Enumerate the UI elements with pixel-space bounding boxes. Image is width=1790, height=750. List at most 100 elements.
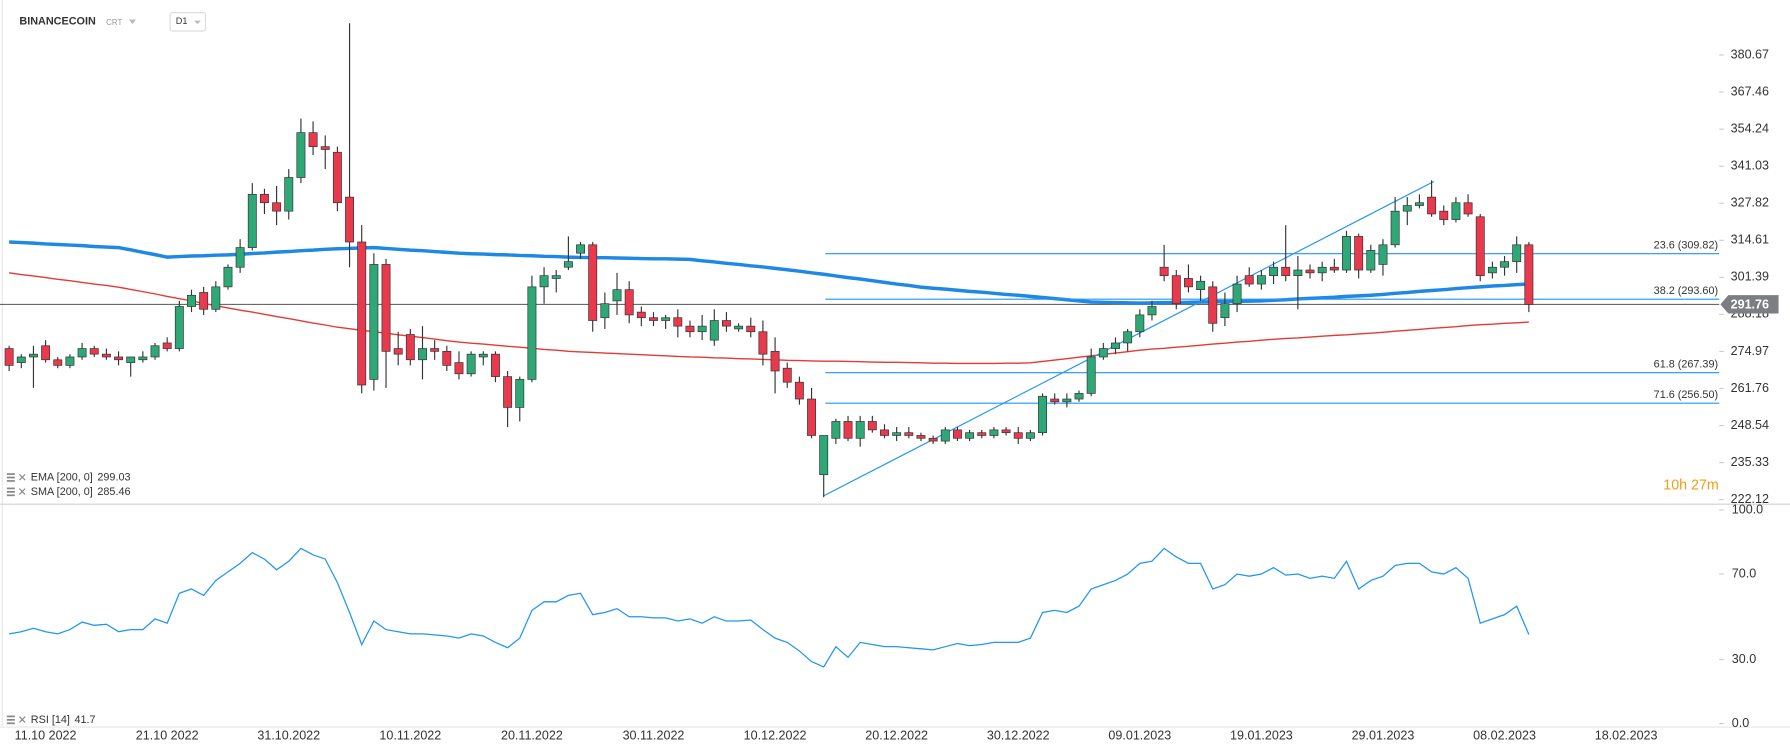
candle-body [1111, 342, 1120, 349]
sma-legend-name: SMA [200, 0] [31, 486, 93, 498]
countdown: 10h 27m [1663, 478, 1718, 494]
candle-body [1232, 283, 1242, 305]
x-tick-label: 20.12.2022 [865, 729, 928, 743]
x-tick-label: 19.01.2023 [1230, 729, 1293, 743]
candle-body [1329, 266, 1339, 271]
candle-body [1366, 250, 1376, 271]
candle-body [989, 429, 999, 436]
legend-icon [6, 473, 15, 475]
candle-body [1305, 269, 1315, 274]
candle-body [1500, 261, 1509, 268]
candle-body [381, 264, 391, 352]
candle-body [649, 317, 658, 321]
y-tick-label: 354.24 [1731, 121, 1769, 135]
candle-body [916, 435, 926, 439]
legend-icon [6, 491, 15, 493]
chart-type[interactable]: CRT [106, 18, 122, 27]
candle-body [1402, 205, 1412, 212]
fib-label: 61.8 (267.39) [1654, 359, 1718, 371]
sma-legend-value: 285.46 [97, 486, 130, 498]
x-tick-label: 10.12.2022 [744, 729, 807, 743]
candle-body [28, 353, 38, 358]
candle-body [904, 432, 914, 436]
candle-body [1183, 278, 1193, 288]
candle-body [4, 348, 14, 366]
legend-icon [6, 718, 15, 721]
legend-icon [6, 480, 15, 482]
candle-body [1123, 331, 1133, 344]
y-tick-label: 274.97 [1731, 344, 1769, 358]
candle-body [393, 348, 403, 355]
candle-body [418, 348, 427, 361]
candle-body [563, 261, 573, 268]
x-tick-label: 20.11.2022 [501, 729, 563, 743]
candle-body [126, 356, 136, 363]
candle-body [1281, 266, 1291, 276]
candle-body [1342, 236, 1351, 271]
candle-body [466, 353, 476, 375]
candle-body [405, 334, 415, 361]
candle-body [685, 325, 695, 333]
candle-body [965, 432, 975, 439]
candle-body [1512, 244, 1522, 262]
candle-body [600, 303, 610, 319]
candle-body [880, 429, 889, 436]
candle-body [1463, 202, 1473, 215]
legend-remove-icon[interactable] [19, 488, 26, 495]
candle-body [1074, 393, 1084, 400]
x-tick-label: 10.11.2022 [379, 729, 441, 743]
y-tick-label: 222.12 [1731, 492, 1769, 506]
candle-body [1293, 269, 1303, 276]
y-tick-label: 380.67 [1731, 47, 1769, 61]
legend-remove-icon[interactable] [19, 716, 26, 723]
last-price-label: 291.76 [1731, 297, 1769, 311]
x-tick-label: 11.10 2022 [15, 729, 77, 743]
candles-layer [4, 23, 1534, 498]
candle-body [16, 356, 26, 363]
x-tick-label: 30.12.2022 [987, 729, 1050, 743]
y-tick-label: 0.0 [1732, 716, 1749, 730]
legend-icon [6, 487, 15, 490]
dropdown-arrow[interactable] [194, 20, 201, 25]
candle-body [661, 317, 671, 321]
indicator-line [9, 240, 1529, 305]
candle-body [442, 351, 452, 366]
candle-body [308, 132, 318, 148]
candle-body [1475, 216, 1485, 276]
candle-body [89, 348, 99, 355]
candle-body [770, 351, 780, 372]
candle-body [940, 429, 950, 442]
interval-box[interactable] [169, 12, 207, 32]
interval[interactable]: D1 [176, 16, 188, 26]
legend-remove-icon[interactable] [19, 473, 26, 481]
candle-body [65, 356, 75, 366]
candle-body [831, 421, 841, 439]
legend-icon [6, 494, 15, 497]
candle-body [296, 132, 306, 178]
candle-body [1427, 196, 1437, 215]
candle-body [369, 264, 379, 380]
candle-body [503, 376, 513, 408]
candle-body [1390, 210, 1400, 246]
fib-label: 38.2 (293.60) [1654, 285, 1718, 297]
last-price-tag [1720, 295, 1779, 314]
candle-body [1269, 266, 1279, 276]
candle-body [1414, 202, 1424, 206]
x-tick-label: 18.02.2023 [1595, 729, 1658, 743]
candle-body [588, 244, 598, 321]
y-tick-label: 327.82 [1731, 196, 1769, 210]
x-tick-label: 30.11.2022 [623, 729, 685, 743]
candle-body [357, 241, 367, 386]
x-tick-label: 09.01.2023 [1108, 729, 1171, 743]
dropdown-arrow[interactable] [128, 19, 136, 25]
candle-body [1001, 429, 1011, 434]
candle-body [855, 421, 865, 439]
candle-body [782, 367, 792, 383]
candle-body [272, 202, 282, 212]
legend-icon [6, 722, 15, 725]
candle-body [199, 292, 209, 310]
candle-body [1256, 275, 1266, 285]
indicator-line [9, 272, 1529, 365]
